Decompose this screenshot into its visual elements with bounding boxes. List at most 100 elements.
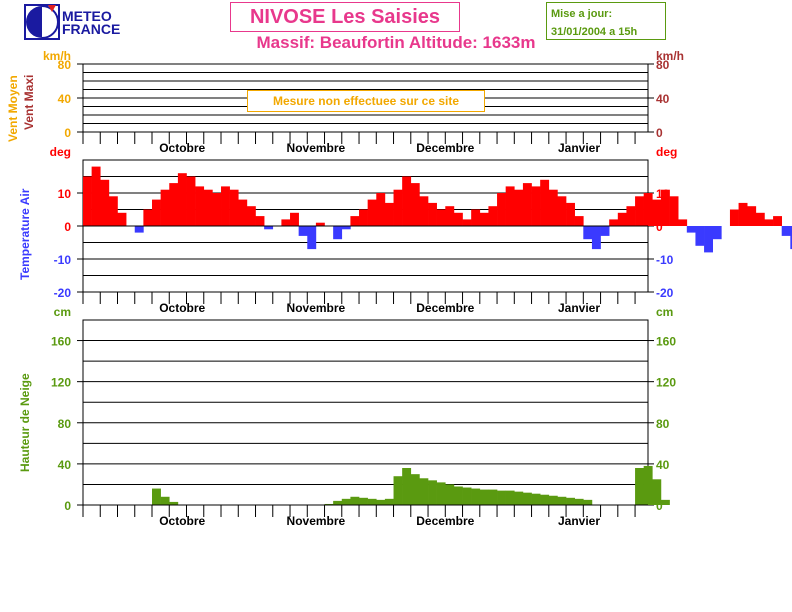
temperature-bar — [160, 189, 170, 226]
temperature-bar — [652, 199, 662, 226]
snow-bar — [350, 496, 360, 505]
temperature-bar — [177, 173, 187, 226]
y-tick-label-left: 80 — [58, 58, 72, 72]
y-tick-label-right: 160 — [656, 335, 676, 349]
month-label: Decembre — [416, 141, 474, 155]
temperature-bar — [531, 186, 541, 226]
temperature-bar — [419, 196, 429, 226]
temperature-bar — [359, 209, 368, 226]
snow-bar — [324, 503, 334, 505]
snow-bar — [479, 489, 489, 505]
y-tick-label-right: 40 — [656, 92, 670, 106]
snow-bar — [419, 478, 429, 505]
temperature-bar — [617, 212, 627, 226]
unit-label-left: deg — [50, 145, 71, 159]
snow-panel: 0 0 40 40 80 80 120 120 160 160 cm cm Octobre Novembr… — [51, 305, 676, 528]
temperature-bar — [643, 193, 653, 226]
unit-label-right: deg — [656, 145, 677, 159]
temperature-bar — [522, 183, 532, 226]
temperature-bar — [773, 216, 783, 226]
snow-bar — [169, 501, 179, 505]
logo-text-line1: METEO — [62, 8, 112, 24]
y-tick-label-right: 40 — [656, 458, 670, 472]
wind-max-label: Vent Maxi — [22, 74, 36, 130]
temperature-bar — [505, 186, 515, 226]
month-label: Janvier — [558, 141, 600, 155]
temperature-bar — [108, 196, 118, 226]
y-tick-label-right: 0 — [656, 220, 663, 234]
temperature-bar — [315, 222, 325, 226]
temperature-bar — [436, 209, 446, 226]
y-tick-label-left: 10 — [58, 187, 72, 201]
snow-bar — [428, 480, 437, 505]
temperature-bar — [143, 209, 153, 226]
y-tick-label-left: -20 — [54, 286, 72, 300]
temperature-bar — [281, 219, 291, 226]
temperature-bar — [350, 216, 360, 226]
y-tick-label-left: 0 — [64, 220, 71, 234]
temperature-bar — [678, 219, 688, 226]
snow-bar — [384, 498, 394, 505]
temperature-bar — [609, 219, 619, 226]
temperature-bar — [384, 202, 394, 226]
snow-bar — [160, 496, 170, 505]
unit-label-left: cm — [54, 305, 71, 319]
temperature-bar — [669, 196, 679, 226]
snow-bar — [497, 490, 506, 505]
temperature-bar — [100, 179, 110, 226]
y-tick-label-right: -20 — [656, 286, 674, 300]
y-tick-label-right: 80 — [656, 58, 670, 72]
temperature-bar — [195, 186, 205, 226]
temperature-bar — [738, 202, 748, 226]
temperature-bar — [307, 226, 317, 250]
snow-bar — [660, 499, 670, 505]
y-tick-label-left: -10 — [54, 253, 72, 267]
snow-bar — [583, 499, 593, 505]
temperature-bar — [117, 212, 127, 226]
unit-label-right: cm — [656, 305, 673, 319]
month-label: Decembre — [416, 301, 474, 315]
temperature-bar — [626, 206, 636, 226]
month-label: Janvier — [558, 301, 600, 315]
temperature-bar — [298, 226, 308, 236]
month-label: Novembre — [287, 141, 346, 155]
temperature-bar — [566, 202, 575, 226]
temperature-bar — [488, 206, 498, 226]
y-tick-label-right: 80 — [656, 417, 670, 431]
snow-bar — [341, 498, 351, 505]
snow-bar — [643, 465, 653, 505]
temperature-bar — [169, 183, 179, 226]
y-tick-label-right: 120 — [656, 376, 676, 390]
snow-bar — [152, 488, 161, 505]
snow-bar — [557, 496, 567, 505]
snow-bar — [505, 490, 515, 505]
y-tick-label-right: 0 — [656, 126, 663, 140]
temperature-bar — [712, 226, 722, 240]
snow-bar — [410, 474, 420, 505]
station-title: NIVOSE Les Saisies — [230, 2, 460, 32]
snow-bar — [402, 468, 412, 505]
temperature-bar — [264, 226, 274, 230]
y-tick-label-left: 0 — [64, 126, 71, 140]
y-tick-label-left: 80 — [58, 417, 72, 431]
temperature-bar — [686, 226, 696, 233]
temperature-bar — [229, 189, 239, 226]
temperature-bar — [704, 226, 713, 253]
month-label: Octobre — [159, 514, 205, 528]
temperature-bar — [186, 176, 196, 226]
temperature-bar — [600, 226, 610, 236]
y-tick-label-right: -10 — [656, 253, 674, 267]
wind-mean-label: Vent Moyen — [6, 75, 20, 142]
snow-bar — [359, 497, 368, 505]
snow-bar — [453, 486, 463, 505]
snow-bar — [531, 493, 541, 505]
temperature-bar — [134, 226, 144, 233]
y-tick-label-left: 40 — [58, 92, 72, 106]
temperature-bar — [497, 193, 506, 226]
update-label: Mise a jour: — [551, 8, 613, 20]
plot-frame — [82, 319, 649, 506]
snow-bar — [540, 494, 550, 505]
snow-bar — [522, 492, 532, 505]
snow-bar — [548, 495, 558, 505]
